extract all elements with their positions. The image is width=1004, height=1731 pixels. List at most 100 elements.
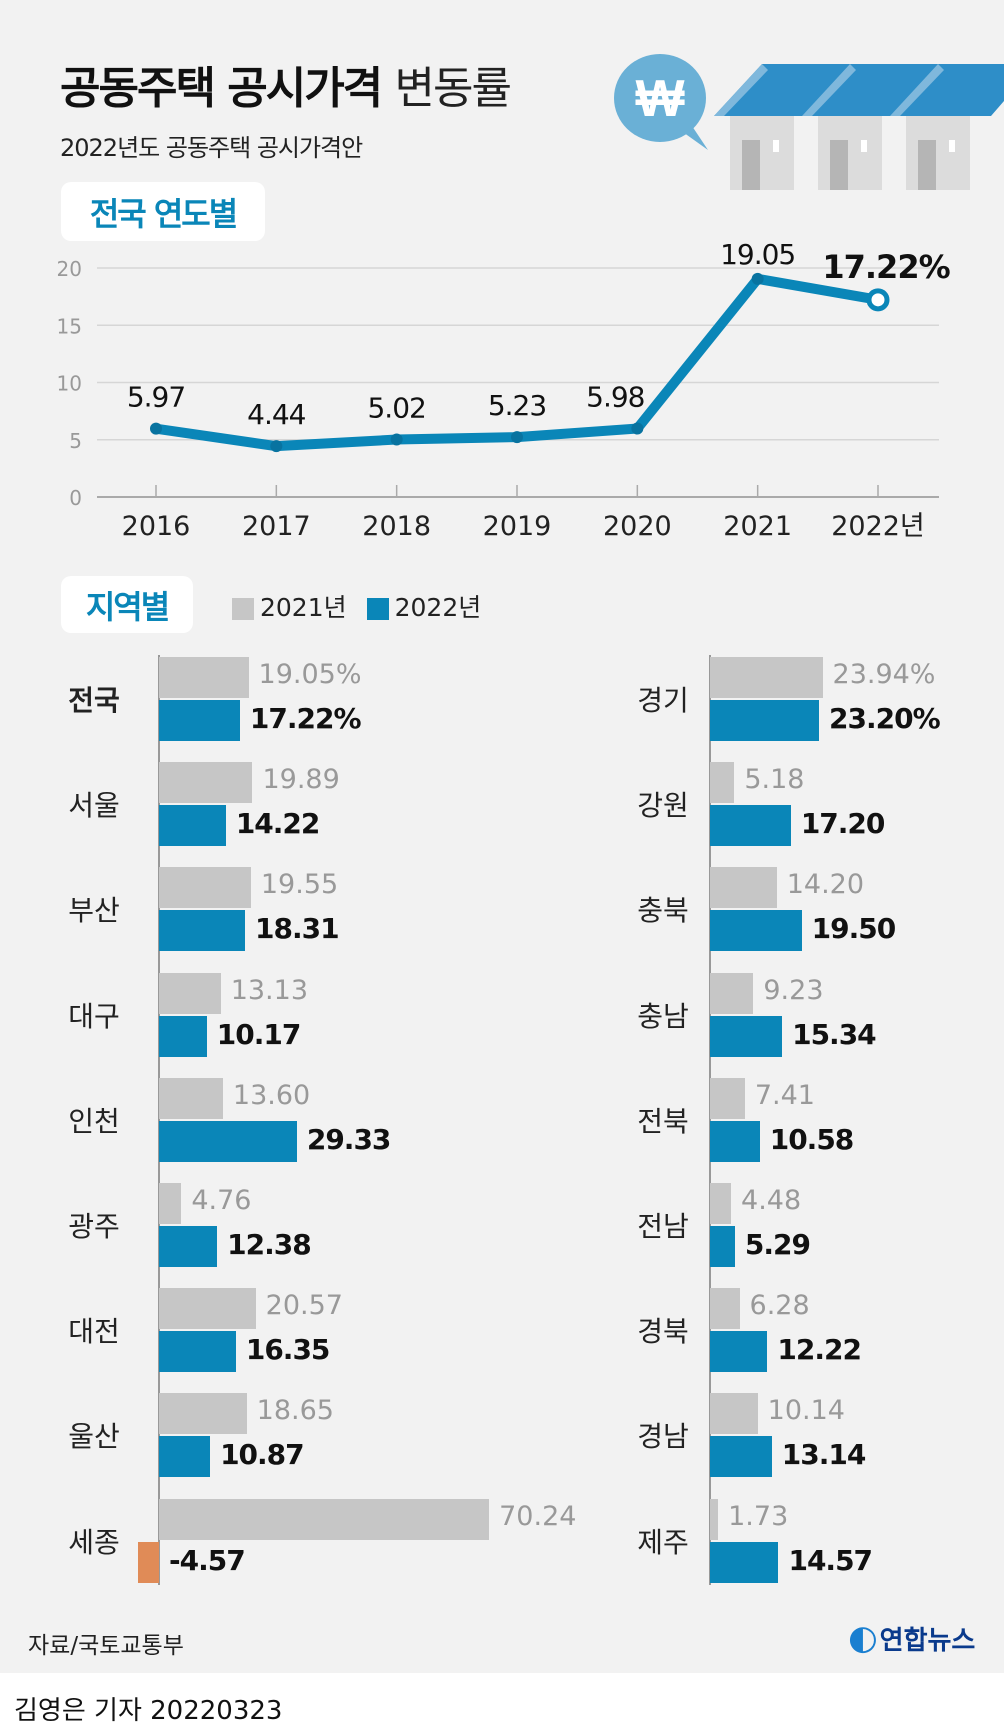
value-2022: 17.22% xyxy=(249,702,362,735)
source-note: 자료/국토교통부 xyxy=(28,1633,184,1659)
data-label: 19.05 xyxy=(720,240,795,271)
value-2022: 10.17 xyxy=(216,1017,302,1051)
data-label: 5.98 xyxy=(586,381,644,414)
data-point xyxy=(751,272,764,285)
region-name: 전북 xyxy=(637,1104,689,1138)
bar-2022 xyxy=(710,700,820,741)
bar-2022 xyxy=(710,910,802,952)
region-name: 경북 xyxy=(637,1315,689,1349)
value-2021: 19.05% xyxy=(258,659,362,690)
value-2021: 9.23 xyxy=(763,974,824,1006)
bar-2022 xyxy=(710,1120,760,1162)
svg-text:₩: ₩ xyxy=(635,70,685,128)
region-name: 전국 xyxy=(68,684,120,717)
data-label: 5.02 xyxy=(367,392,425,425)
region-name: 강원 xyxy=(637,789,689,823)
value-2022: 12.38 xyxy=(227,1228,312,1261)
title-bold: 공동주택 공시가격 xyxy=(60,63,383,114)
bar-2022 xyxy=(159,805,226,847)
section-label-yearly: 전국 연도별 xyxy=(61,182,265,241)
value-2022: 10.87 xyxy=(220,1438,305,1472)
value-2021: 14.20 xyxy=(786,869,865,901)
bar-2021 xyxy=(159,1288,256,1330)
bar-2021 xyxy=(159,1183,182,1224)
bar-2022 xyxy=(159,1226,218,1267)
footer-band xyxy=(0,1673,1004,1731)
bar-2022 xyxy=(159,910,246,952)
data-point xyxy=(270,440,283,453)
data-point xyxy=(390,433,403,446)
bar-2022 xyxy=(710,1015,783,1057)
subtitle: 2022년도 공동주택 공시가격안 xyxy=(60,134,363,162)
house-roof xyxy=(890,64,1004,116)
house-window xyxy=(861,140,867,152)
bar-axis xyxy=(709,655,711,1585)
bar-2021 xyxy=(159,1077,223,1119)
yonhap-logo: ◐ 연합뉴스 xyxy=(848,1618,976,1658)
x-tick-label: 2021 xyxy=(723,511,792,542)
data-label: 5.23 xyxy=(488,389,546,422)
value-2021: 18.65 xyxy=(256,1395,334,1427)
value-2021: 13.13 xyxy=(230,974,308,1006)
houses-illustration: ₩ xyxy=(614,54,1004,190)
house-door xyxy=(742,140,760,190)
data-point xyxy=(631,422,644,435)
value-2022: 23.20% xyxy=(829,702,941,735)
bar-2021 xyxy=(159,1393,247,1435)
region-name: 제주 xyxy=(637,1525,689,1559)
region-name: 경기 xyxy=(637,684,689,717)
data-point-current xyxy=(866,288,890,312)
legend: 2021년 2022년 xyxy=(232,588,481,624)
value-2021: 70.24 xyxy=(499,1500,577,1532)
x-tick-label: 2019 xyxy=(483,511,552,542)
bar-2021 xyxy=(710,1288,740,1330)
value-2022: 5.29 xyxy=(744,1228,811,1261)
value-2022: 29.33 xyxy=(306,1122,392,1156)
byline: 김영은 기자 20220323 xyxy=(14,1696,283,1726)
value-2021: 23.94% xyxy=(832,659,936,690)
region-name: 광주 xyxy=(68,1210,120,1243)
region-name: 세종 xyxy=(68,1525,120,1559)
bar-2022 xyxy=(159,1436,211,1478)
region-name: 대구 xyxy=(68,999,120,1033)
value-2021: 4.48 xyxy=(741,1185,802,1216)
bar-2021 xyxy=(159,867,251,909)
bar-2021 xyxy=(710,1498,719,1540)
legend-2022: 2022년 xyxy=(366,588,481,624)
house-door xyxy=(830,140,848,190)
data-point xyxy=(511,431,523,444)
title-light: 변동률 xyxy=(394,63,512,114)
x-tick-label: 2018 xyxy=(362,511,431,542)
value-2022: 15.34 xyxy=(792,1017,877,1051)
value-2022: 10.58 xyxy=(769,1122,855,1156)
y-tick-label: 0 xyxy=(69,486,82,510)
bar-2021 xyxy=(710,1393,758,1435)
bar-2021 xyxy=(159,762,253,804)
value-2022: 14.22 xyxy=(235,807,321,841)
y-tick-label: 5 xyxy=(69,429,82,453)
bar-2022 xyxy=(710,1541,779,1583)
page-title: 공동주택 공시가격 변동률 xyxy=(60,52,512,116)
data-label: 17.22% xyxy=(822,248,950,286)
bar-2022 xyxy=(159,1331,236,1373)
bar-axis xyxy=(158,655,160,1585)
value-2022: 13.14 xyxy=(781,1438,867,1472)
value-2021: 19.89 xyxy=(262,764,340,796)
x-tick-label: 2020 xyxy=(603,511,672,542)
y-tick-label: 15 xyxy=(57,314,82,338)
bar-2021 xyxy=(159,972,221,1014)
bar-2021 xyxy=(710,657,823,698)
section-label-regional: 지역별 xyxy=(61,576,193,633)
region-name: 부산 xyxy=(68,894,120,928)
bar-2022 xyxy=(159,1120,297,1162)
value-2021: 6.28 xyxy=(749,1290,810,1322)
value-2022: 16.35 xyxy=(245,1333,331,1367)
x-tick-label: 2016 xyxy=(122,511,191,542)
bar-2022 xyxy=(710,805,791,847)
value-2021: 7.41 xyxy=(754,1079,815,1111)
value-2021: 5.18 xyxy=(744,764,805,796)
y-tick-label: 20 xyxy=(57,257,82,281)
value-2022: 19.50 xyxy=(811,912,897,946)
bar-2021 xyxy=(159,657,249,698)
x-tick-label: 2022년 xyxy=(831,511,925,542)
